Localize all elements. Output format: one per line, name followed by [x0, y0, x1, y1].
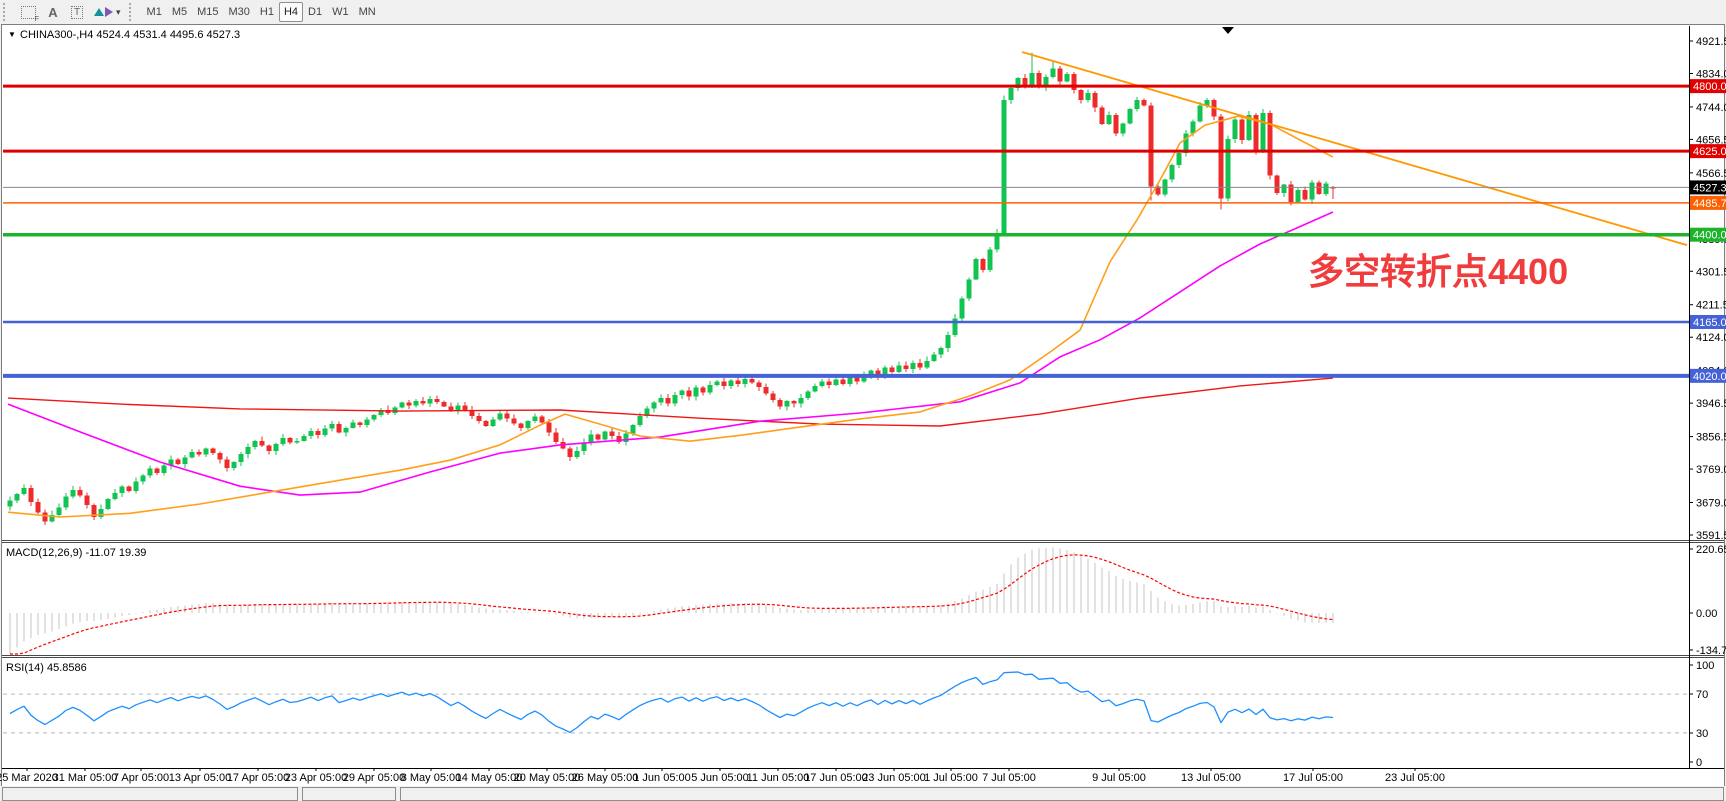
- svg-text:4921.5: 4921.5: [1696, 36, 1726, 48]
- svg-text:17 Apr 05:00: 17 Apr 05:00: [227, 772, 289, 784]
- toolbar-grip-2[interactable]: [128, 3, 137, 21]
- svg-text:4744.0: 4744.0: [1696, 102, 1726, 114]
- svg-text:23 Jun 05:00: 23 Jun 05:00: [862, 772, 926, 784]
- svg-text:3769.0: 3769.0: [1696, 464, 1726, 476]
- candlesticks: [7, 52, 1336, 525]
- svg-text:0.00: 0.00: [1696, 608, 1717, 620]
- svg-text:220.65: 220.65: [1696, 544, 1726, 556]
- svg-text:26 May 05:00: 26 May 05:00: [572, 772, 639, 784]
- text-label-button[interactable]: A: [41, 2, 65, 22]
- rsi-label: RSI(14) 45.8586: [6, 662, 87, 674]
- status-bar-segment: [2, 787, 298, 801]
- svg-text:17 Jun 05:00: 17 Jun 05:00: [804, 772, 868, 784]
- timeframe-button-m15[interactable]: M15: [197, 6, 219, 18]
- svg-text:4527.3: 4527.3: [1693, 182, 1726, 194]
- svg-text:4566.5: 4566.5: [1696, 168, 1726, 180]
- timeframe-button-w1[interactable]: W1: [332, 6, 349, 18]
- svg-text:4301.5: 4301.5: [1696, 266, 1726, 278]
- timeframe-button-m5[interactable]: M5: [171, 6, 188, 18]
- svg-text:13 Jul 05:00: 13 Jul 05:00: [1181, 772, 1241, 784]
- descending-trendline[interactable]: [1021, 51, 1688, 246]
- macd-label: MACD(12,26,9) -11.07 19.39: [6, 547, 146, 559]
- svg-text:20 May 05:00: 20 May 05:00: [514, 772, 581, 784]
- svg-text:31 Mar 05:00: 31 Mar 05:00: [53, 772, 118, 784]
- timeframe-button-h1[interactable]: H1: [259, 6, 274, 18]
- svg-text:1 Jun 05:00: 1 Jun 05:00: [633, 772, 691, 784]
- text-label-icon: A: [48, 4, 58, 20]
- svg-text:3591.5: 3591.5: [1696, 530, 1726, 542]
- macd-histogram: [9, 547, 1334, 654]
- svg-text:23 Apr 05:00: 23 Apr 05:00: [285, 772, 347, 784]
- svg-text:5 Jun 05:00: 5 Jun 05:00: [691, 772, 749, 784]
- status-bar-segment: [302, 787, 396, 801]
- drawing-shape-icon: [94, 8, 104, 16]
- svg-text:3946.5: 3946.5: [1696, 398, 1726, 410]
- toolbar: F A T ▾ M1 M5 M15 M30 H1 H4 D1 W1 MN: [0, 0, 1726, 24]
- toolbar-grip[interactable]: [3, 3, 11, 21]
- timeframe-button-m1[interactable]: M1: [146, 6, 162, 18]
- svg-text:3856.5: 3856.5: [1696, 432, 1726, 444]
- status-bar: [0, 786, 1726, 801]
- chart-menu-dropdown-icon[interactable]: ▼: [8, 30, 16, 39]
- chart-annotation-text[interactable]: 多空转折点4400: [1308, 251, 1568, 292]
- svg-text:4020.0: 4020.0: [1693, 371, 1726, 383]
- svg-text:4800.0: 4800.0: [1693, 81, 1726, 93]
- svg-text:29 Apr 05:00: 29 Apr 05:00: [343, 772, 405, 784]
- svg-text:7 Jul 05:00: 7 Jul 05:00: [982, 772, 1036, 784]
- svg-text:4165.0: 4165.0: [1693, 317, 1726, 329]
- snap-grid-icon: F: [21, 5, 39, 23]
- ma-mid-line: [7, 211, 1334, 496]
- svg-text:4400.0: 4400.0: [1693, 230, 1726, 242]
- panel-separators: [2, 540, 1724, 658]
- rsi-line: [9, 671, 1334, 734]
- svg-text:13 Apr 05:00: 13 Apr 05:00: [169, 772, 231, 784]
- svg-text:17 Jul 05:00: 17 Jul 05:00: [1283, 772, 1343, 784]
- svg-text:4834.0: 4834.0: [1696, 69, 1726, 81]
- svg-text:70: 70: [1696, 689, 1708, 701]
- snap-grid-button[interactable]: F: [16, 2, 41, 23]
- svg-text:3679.0: 3679.0: [1696, 498, 1726, 510]
- svg-text:23 Jul 05:00: 23 Jul 05:00: [1385, 772, 1445, 784]
- timeframe-button-m30[interactable]: M30: [228, 6, 250, 18]
- svg-text:14 May 05:00: 14 May 05:00: [456, 772, 523, 784]
- chart-window-frame: [1, 24, 1725, 796]
- svg-text:4211.5: 4211.5: [1696, 300, 1726, 312]
- chart-shift-marker-icon[interactable]: [1222, 27, 1234, 34]
- text-box-button[interactable]: T: [65, 2, 89, 22]
- status-bar-segment: [400, 787, 1724, 801]
- timeframe-button-d1[interactable]: D1: [308, 6, 323, 18]
- svg-text:4485.7: 4485.7: [1693, 198, 1726, 210]
- svg-text:9 Jul 05:00: 9 Jul 05:00: [1092, 772, 1146, 784]
- svg-text:4124.0: 4124.0: [1696, 332, 1726, 344]
- drawing-tools-button[interactable]: ▾: [89, 2, 126, 22]
- chart-title-ohlc: CHINA300-,H4 4524.4 4531.4 4495.6 4527.3: [20, 29, 240, 41]
- ma-fast-line: [7, 115, 1334, 518]
- chevron-down-icon: ▾: [116, 6, 121, 17]
- svg-text:-134.76: -134.76: [1696, 645, 1726, 657]
- timeframe-button-mn[interactable]: MN: [358, 6, 376, 18]
- svg-text:100: 100: [1696, 660, 1714, 672]
- svg-text:1 Jul 05:00: 1 Jul 05:00: [924, 772, 978, 784]
- timeframe-button-h4[interactable]: H4: [278, 2, 304, 22]
- svg-text:4625.0: 4625.0: [1693, 146, 1726, 158]
- svg-text:25 Mar 2020: 25 Mar 2020: [0, 772, 58, 784]
- svg-text:11 Jun 05:00: 11 Jun 05:00: [747, 772, 810, 784]
- price-badges: 4800.0 4625.0 4485.7 4400.0 4165.0 4020.0 4527…: [1690, 79, 1726, 383]
- svg-text:7 Apr 05:00: 7 Apr 05:00: [113, 772, 169, 784]
- svg-text:4656.5: 4656.5: [1696, 134, 1726, 146]
- svg-text:0: 0: [1696, 757, 1702, 769]
- text-box-icon: T: [70, 5, 84, 19]
- svg-text:30: 30: [1696, 728, 1708, 740]
- drawing-arrow-icon: [105, 7, 113, 17]
- macd-signal-line: [10, 554, 1334, 655]
- svg-text:8 May 05:00: 8 May 05:00: [401, 772, 462, 784]
